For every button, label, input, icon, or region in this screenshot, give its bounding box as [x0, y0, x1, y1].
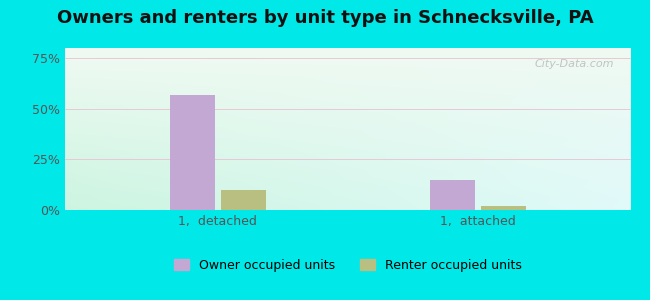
Bar: [170, 94, 215, 210]
Bar: [430, 180, 475, 210]
Text: Owners and renters by unit type in Schnecksville, PA: Owners and renters by unit type in Schne…: [57, 9, 593, 27]
Bar: [480, 206, 526, 210]
Text: City-Data.com: City-Data.com: [534, 59, 614, 69]
Bar: [220, 190, 266, 210]
Legend: Owner occupied units, Renter occupied units: Owner occupied units, Renter occupied un…: [169, 254, 526, 277]
